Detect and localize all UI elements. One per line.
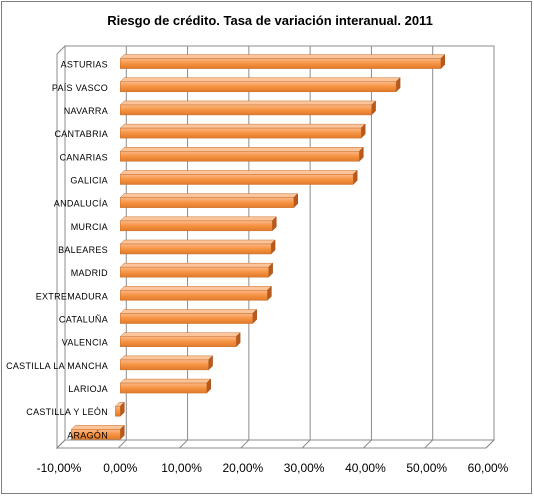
bar-top [119,123,366,129]
bar [120,359,209,371]
gridline-floor [117,439,127,449]
gridline-floor [240,439,250,449]
bar [120,104,372,116]
bar [120,58,442,69]
x-tick-label: -10,00% [37,461,82,475]
bar [120,127,362,139]
bar-top [119,239,276,245]
category-label: EXTREMADURA [36,291,108,301]
category-label: ANDALUCÍA [54,199,108,209]
bar-top [119,100,377,106]
category-label: ASTURIAS [61,60,108,70]
category-label: CATALUÑA [59,315,108,325]
category-label: LARIOJA [68,384,108,394]
bar-top [119,309,258,314]
category-label: NAVARRA [64,106,108,116]
category-label: GALICIA [70,175,108,185]
x-tick-label: 30,00% [284,461,325,475]
gridline-floor [363,439,372,449]
bar [120,81,397,93]
category-label: BALEARES [58,245,108,255]
bar [120,382,207,394]
bar [120,336,237,347]
bar [120,197,294,208]
category-label: CANARIAS [60,152,108,162]
bar-top [119,216,277,222]
category-label: CANTABRIA [54,129,108,139]
bar-top [119,77,401,83]
gridline-floor [301,439,311,449]
category-label: CASTILLA Y LEÓN [26,407,108,417]
category-label: ARAGÓN [67,430,108,440]
category-label: CASTILLA LA MANCHA [6,361,108,371]
plot-area: -10,00% 0,00% 10,00% 20,00% 30,00% 40,00% 50,0… [6,44,509,475]
bar-top [70,425,125,430]
gridline-floor [424,439,434,449]
bar [120,290,268,301]
category-label: MURCIA [71,222,108,232]
bar-top [119,378,212,384]
x-tick-label: 40,00% [345,461,386,475]
bar [120,151,360,162]
category-label: MADRID [71,268,108,278]
bar-top [119,262,274,268]
bar-top [119,170,358,175]
bar-top [119,147,364,152]
bar [71,429,121,440]
bar [120,220,273,232]
gridline-floor [179,439,188,449]
bar [115,405,121,417]
x-tick-label: 50,00% [406,461,447,475]
bar [120,313,253,324]
bar-top [119,193,299,198]
x-tick-label: 10,00% [161,461,202,475]
category-label: PAÍS VASCO [52,83,108,93]
category-label: VALENCIA [62,338,108,348]
gridline-floor [56,439,66,449]
bar [120,243,272,255]
chart-title: Riesgo de crédito. Tasa de variación int… [107,13,433,28]
bar-top [119,355,214,361]
x-tick-label: 20,00% [223,461,264,475]
bar-top [119,54,446,59]
bar [120,266,269,278]
bar-top [119,332,241,337]
bar [120,174,354,185]
x-tick-label: 60,00% [468,461,509,475]
gridline-floor [485,439,495,449]
bar-top [119,286,272,291]
x-tick-label: 0,00% [103,461,137,475]
